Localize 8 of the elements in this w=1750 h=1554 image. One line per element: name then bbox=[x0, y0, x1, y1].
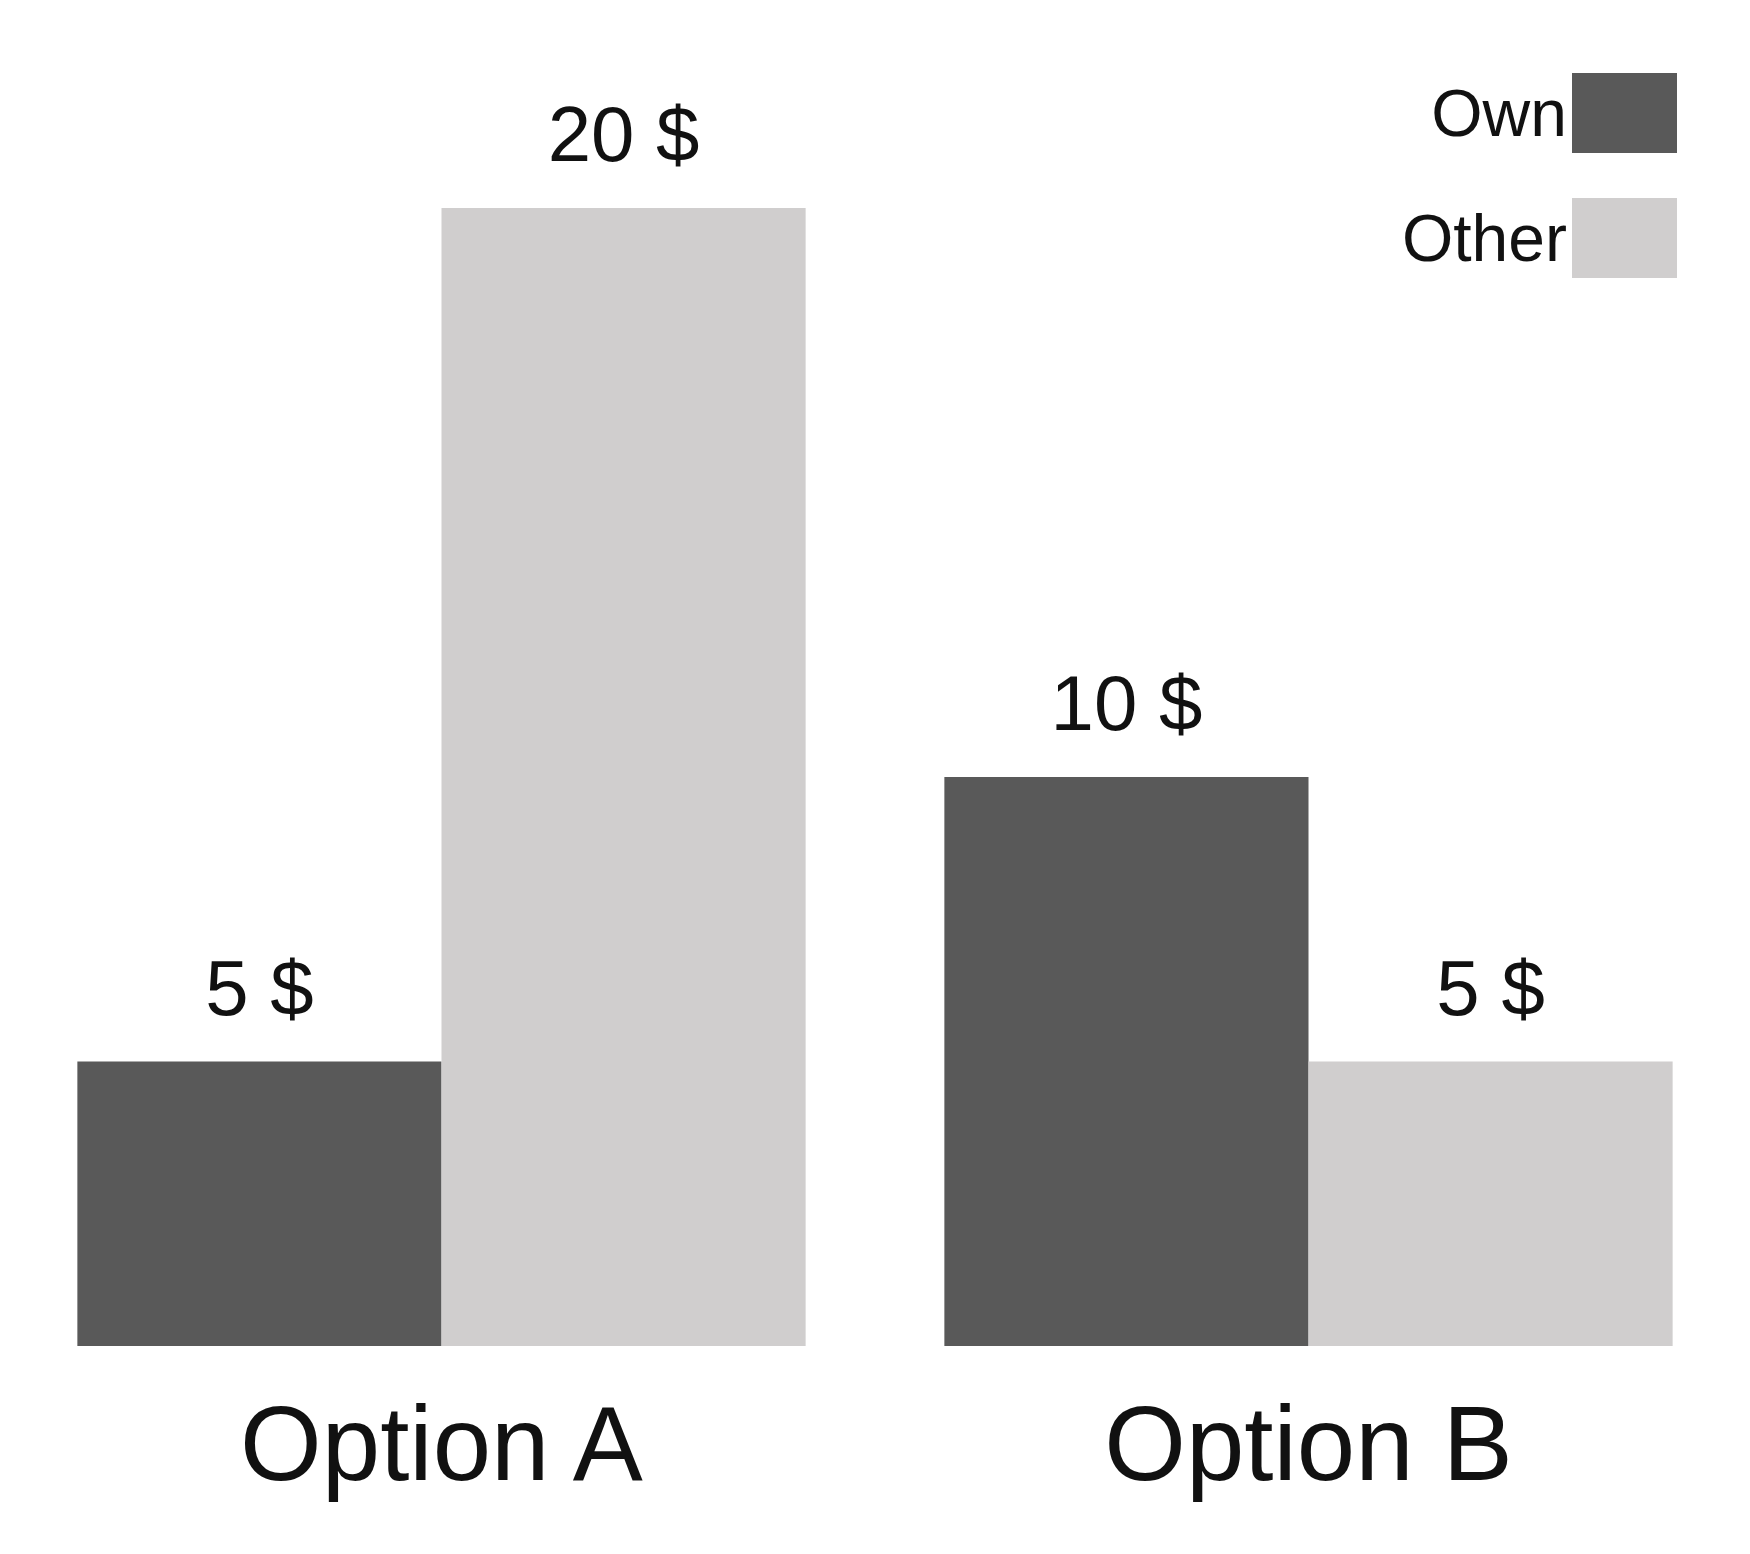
data-label: 5 $ bbox=[1436, 943, 1545, 1032]
legend-label: Other bbox=[1401, 201, 1567, 275]
data-label: 5 $ bbox=[205, 943, 314, 1032]
x-tick-label: Option A bbox=[240, 1385, 643, 1502]
data-label: 10 $ bbox=[1050, 659, 1203, 747]
legend-label: Own bbox=[1431, 76, 1567, 150]
x-tick-label: Option B bbox=[1104, 1385, 1513, 1502]
data-label: 20 $ bbox=[547, 90, 700, 178]
